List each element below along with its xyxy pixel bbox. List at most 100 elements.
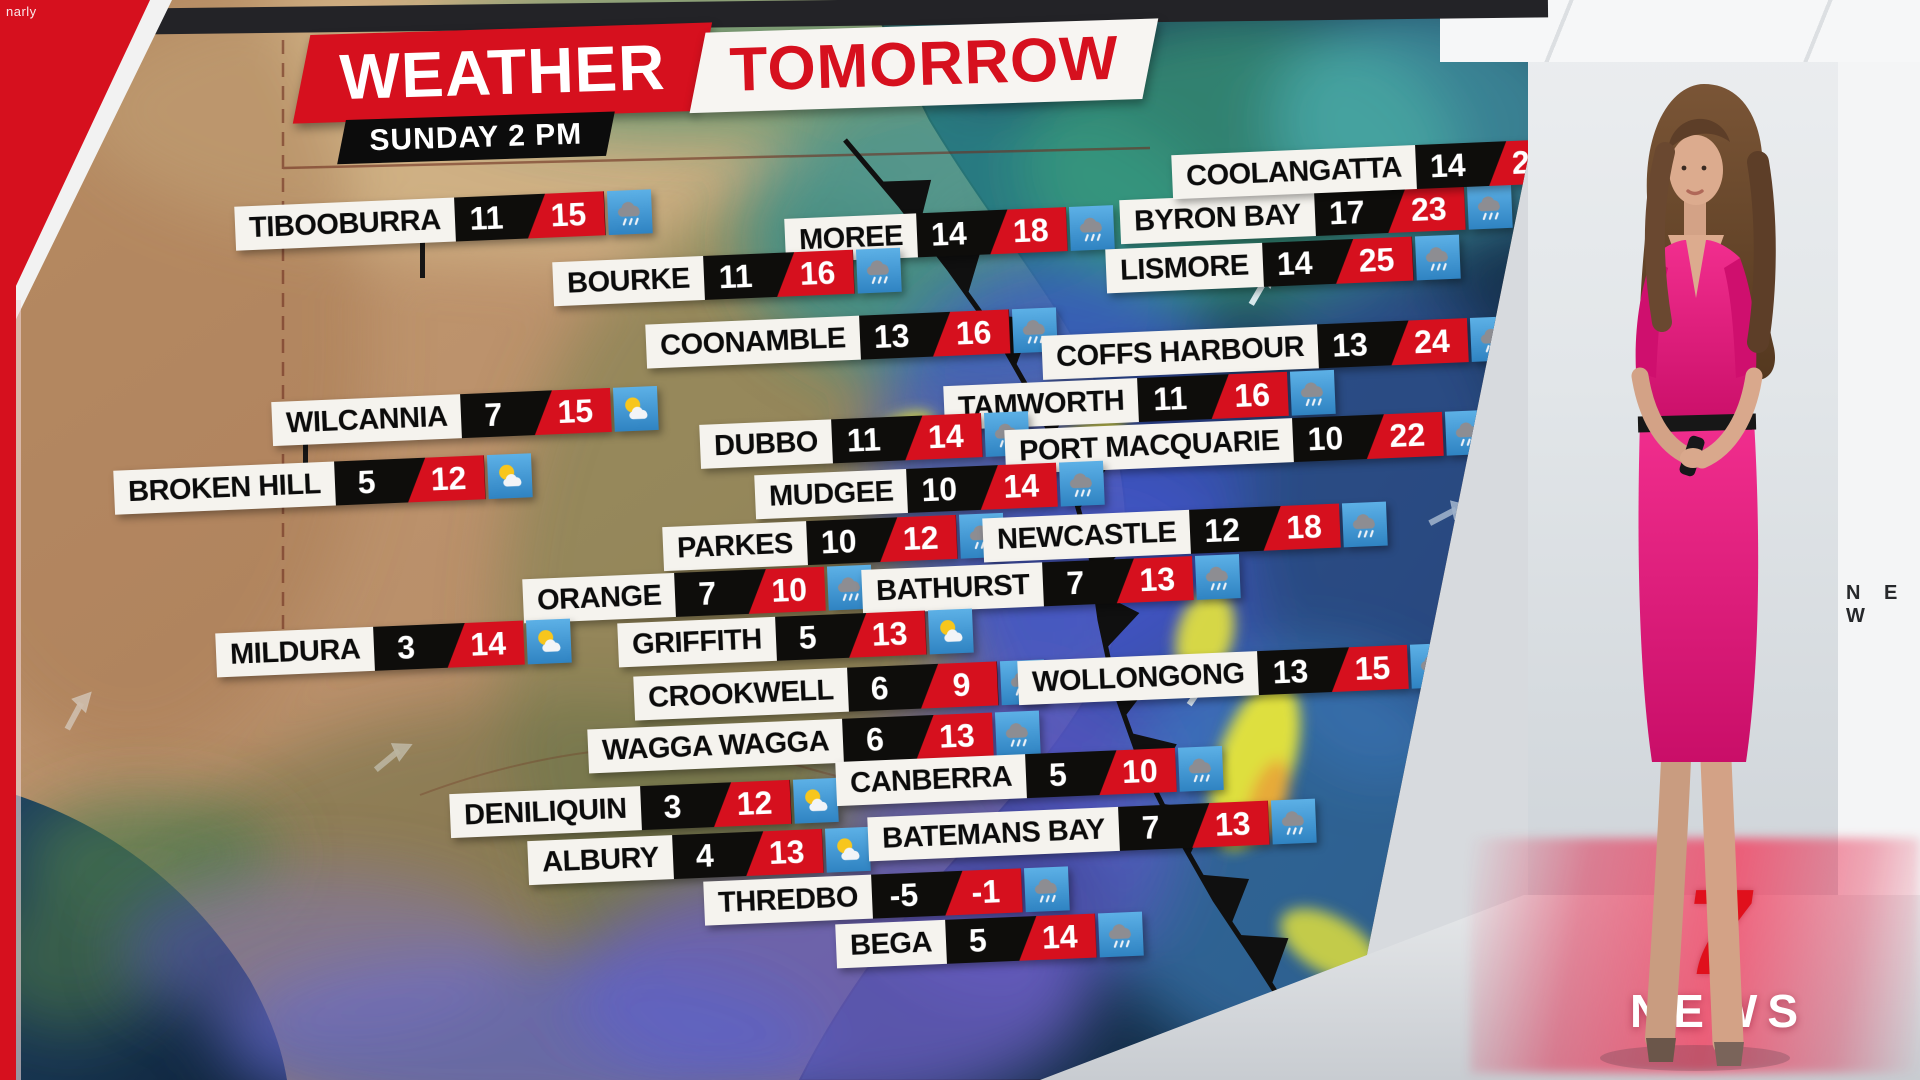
station-low-temp: -5	[888, 876, 919, 914]
station-high-temp: 15	[524, 388, 612, 436]
station-label: DUBBO 11 14	[699, 411, 1030, 469]
station-high-temp: 23	[1378, 186, 1466, 234]
station-low-temp: 5	[968, 922, 988, 959]
weather-map-panel: TIBOOBURRA 11 15 MOREE 14 18	[0, 0, 1560, 1080]
station-label: ORANGE 7 10	[522, 564, 874, 624]
station-label: COFFS HARBOUR 13 24	[1041, 316, 1516, 380]
station-low-temp: 7	[1065, 564, 1085, 602]
station-name: WILCANNIA	[271, 394, 463, 447]
sun-behind-cloud-icon	[927, 608, 974, 655]
station-high-temp: 18	[1253, 504, 1341, 552]
title-tomorrow-text: TOMORROW	[728, 23, 1120, 105]
rain-cloud-icon	[1059, 460, 1106, 507]
rain-cloud-icon	[1342, 501, 1388, 548]
brand-red-swoosh	[1470, 838, 1920, 1073]
sun-behind-cloud-icon	[792, 777, 839, 824]
station-high-temp: 13	[1182, 801, 1270, 849]
station-temps: 7 15	[460, 387, 613, 439]
station-low-temp: 13	[1331, 326, 1369, 364]
rain-cloud-icon	[827, 564, 874, 611]
station-temps: 11 14	[830, 413, 983, 464]
rain-cloud-icon	[994, 710, 1041, 757]
station-name: LISMORE	[1105, 242, 1264, 294]
station-low-temp: 6	[865, 721, 885, 758]
station-temps: 10 22	[1292, 411, 1445, 463]
station-high-temp: 14	[1009, 914, 1097, 962]
station-low-temp: 5	[1048, 756, 1068, 794]
station-temps: 5 10	[1025, 747, 1177, 799]
station-label: BROKEN HILL 5 12	[113, 453, 533, 515]
station-high-temp: 12	[870, 515, 958, 563]
station-low-temp: 5	[356, 463, 377, 501]
stations-layer: TIBOOBURRA 11 15 MOREE 14 18	[113, 138, 1560, 969]
sun-behind-cloud-icon	[824, 826, 871, 873]
station-low-temp: 5	[798, 619, 818, 656]
station-low-temp: 13	[873, 317, 911, 356]
station-high-temp: 16	[923, 309, 1011, 357]
station-high-temp: 15	[1321, 645, 1409, 693]
timestamp-text: SUNDAY 2 PM	[368, 117, 583, 158]
station-high-temp: 10	[738, 567, 826, 615]
rain-cloud-icon	[1410, 642, 1457, 689]
station-name: CROOKWELL	[633, 667, 849, 721]
station-low-temp: 6	[869, 669, 890, 707]
station-temps: 11 15	[453, 191, 606, 242]
station-label: WOLLONGONG 13 15	[1017, 642, 1457, 706]
station-label: PARKES 10 12	[662, 512, 1005, 572]
station-low-temp: 11	[468, 199, 505, 237]
station-label: GRIFFITH 5 13	[617, 608, 974, 668]
station-temps: 5 14	[944, 913, 1097, 964]
station-label: BATEMANS BAY 7 13	[867, 798, 1317, 862]
station-high-temp: 13	[839, 611, 927, 659]
station-label: TAMWORTH 11 16	[943, 369, 1336, 431]
station-low-temp: 4	[695, 837, 715, 875]
station-temps: 3 14	[373, 620, 526, 671]
rain-cloud-icon	[1414, 234, 1461, 281]
station-name: NEWCASTLE	[982, 509, 1192, 563]
rain-cloud-icon	[1195, 554, 1242, 600]
title-weather-box: WEATHER	[292, 22, 712, 124]
station-label: TIBOOBURRA 11 15	[234, 189, 653, 251]
station-low-temp: 14	[1429, 146, 1467, 185]
station-temps: 11 16	[1137, 371, 1289, 423]
station-temps: 14 18	[915, 207, 1068, 258]
station-temps: 13 16	[858, 309, 1011, 360]
station-name: BATHURST	[861, 562, 1045, 614]
station-label: DENILIQUIN 3 12	[449, 777, 839, 839]
station-label: BYRON BAY 17 23	[1119, 183, 1513, 245]
station-name: ALBURY	[527, 835, 674, 886]
station-temps: 14 25	[1261, 236, 1414, 287]
station-temps: 7 13	[1042, 556, 1195, 607]
station-label: BOURKE 11 16	[552, 247, 902, 307]
station-label: ALBURY 4 13	[527, 826, 871, 886]
station-high-temp: 22	[1356, 412, 1444, 460]
rain-cloud-icon	[1068, 205, 1115, 251]
station-label: BATHURST 7 13	[861, 554, 1242, 614]
station-low-temp: 11	[846, 421, 882, 459]
station-name: BYRON BAY	[1119, 192, 1316, 245]
station-low-temp: 3	[396, 629, 416, 666]
station-temps: 6 9	[846, 661, 999, 712]
station-high-temp: 18	[980, 207, 1068, 255]
station-low-temp: 14	[930, 215, 968, 253]
station-temps: 7 13	[1117, 800, 1270, 851]
rain-cloud-icon	[1270, 798, 1317, 845]
station-high-temp: 13	[736, 829, 824, 877]
timestamp-bar: SUNDAY 2 PM	[337, 111, 615, 165]
rain-cloud-icon	[855, 247, 902, 294]
station-low-temp: 11	[718, 257, 754, 296]
station-high-temp: 16	[767, 250, 855, 298]
station-low-temp: 10	[920, 470, 958, 509]
station-low-temp: 10	[1306, 420, 1344, 458]
station-name: BOURKE	[552, 255, 705, 307]
title-group: WEATHER TOMORROW SUNDAY 2 PM	[292, 9, 1159, 166]
title-weather-text: WEATHER	[338, 30, 667, 114]
station-low-temp: 3	[662, 788, 683, 826]
station-name: CANBERRA	[835, 754, 1027, 807]
station-name: DENILIQUIN	[449, 786, 642, 839]
rain-cloud-icon	[1445, 409, 1492, 456]
station-label: CROOKWELL 6 9	[633, 659, 1046, 721]
station-temps: -5 -1	[870, 868, 1023, 919]
station-low-temp: 7	[697, 575, 717, 612]
sun-behind-cloud-icon	[613, 385, 660, 432]
